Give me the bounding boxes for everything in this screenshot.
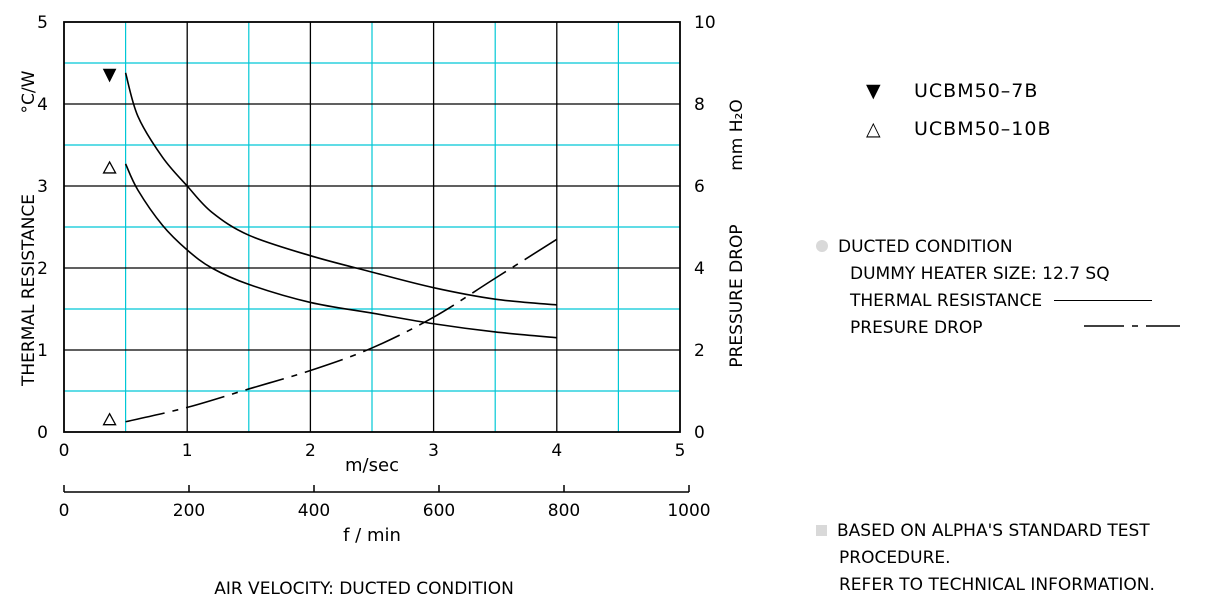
f-tick-label: 800: [548, 501, 580, 521]
x-tick-label: 1: [182, 441, 193, 461]
grid: [63, 21, 681, 433]
square-bullet-icon: [816, 525, 827, 536]
series-line-pressure-drop: [125, 238, 558, 423]
y-right-tick-label: 4: [694, 259, 705, 279]
f-tick-label: 0: [59, 501, 70, 521]
filled-triangle-down-icon: ▼: [866, 80, 881, 102]
pressure-legend-label: PRESURE DROP: [850, 318, 983, 338]
solid-line-sample: [1054, 300, 1153, 301]
footnote: BASED ON ALPHA'S STANDARD TEST PROCEDURE…: [816, 518, 1155, 599]
y-left-label: THERMAL RESISTANCE: [19, 194, 39, 387]
legend-label: UCBM50–7B: [914, 80, 1039, 102]
y-left-tick-label: 0: [37, 423, 48, 443]
series-line-ucbm50-10b: [124, 163, 557, 339]
x-axis-label-bottom: f / min: [343, 525, 401, 546]
x-axis-label-top: m/sec: [345, 455, 399, 476]
legend-item-ucbm50-10b: △ UCBM50–10B: [866, 118, 1052, 140]
open-triangle-marker: [102, 160, 117, 174]
y-left-tick-label: 2: [37, 259, 48, 279]
y-right-tick-label: 2: [694, 341, 705, 361]
f-tick-label: 400: [298, 501, 330, 521]
footnote-line-1: BASED ON ALPHA'S STANDARD TEST: [816, 518, 1155, 545]
x-tick-label: 0: [59, 441, 70, 461]
y-left-unit: °C/W: [19, 70, 39, 113]
condition-title-text: DUCTED CONDITION: [838, 237, 1013, 257]
x-tick-label: 4: [551, 441, 562, 461]
filled-triangle-down-marker: [102, 68, 117, 83]
footnote-text-1: BASED ON ALPHA'S STANDARD TEST: [837, 521, 1150, 541]
condition-pressure: PRESURE DROP: [816, 315, 1181, 342]
y-right-tick-label: 0: [694, 423, 705, 443]
open-triangle-icon: △: [866, 118, 881, 140]
series-line-ucbm50-7b: [124, 72, 557, 306]
open-triangle-marker: [102, 412, 117, 426]
f-tick-label: 200: [173, 501, 205, 521]
y-right-unit: mm H₂O: [727, 99, 747, 171]
x-tick-label: 5: [675, 441, 686, 461]
marker-layer: [102, 68, 117, 426]
y-left-tick-label: 1: [37, 341, 48, 361]
y-right-label: PRESSURE DROP: [727, 224, 747, 367]
y-left-tick-label: 5: [37, 13, 48, 33]
f-tick-label: 600: [423, 501, 455, 521]
y-right-tick-label: 10: [694, 13, 716, 33]
condition-block: DUCTED CONDITION DUMMY HEATER SIZE: 12.7…: [816, 234, 1181, 342]
x-tick-label: 3: [428, 441, 439, 461]
legend-item-ucbm50-7b: ▼ UCBM50–7B: [866, 80, 1038, 102]
y-left-tick-label: 4: [37, 95, 48, 115]
plot-frame: [63, 21, 681, 433]
footnote-line-2: PROCEDURE.: [839, 548, 951, 568]
x-axis-title: AIR VELOCITY: DUCTED CONDITION: [214, 579, 514, 596]
y-right-tick-label: 6: [694, 177, 705, 197]
footnote-line-3: REFER TO TECHNICAL INFORMATION.: [839, 575, 1155, 595]
circle-bullet-icon: [816, 240, 828, 252]
y-left-tick-label: 3: [37, 177, 48, 197]
condition-heater: DUMMY HEATER SIZE: 12.7 SQ: [850, 264, 1110, 284]
series-layer: [124, 72, 558, 423]
y-right-tick-label: 8: [694, 95, 705, 115]
thermal-legend-label: THERMAL RESISTANCE: [850, 291, 1043, 311]
condition-thermal: THERMAL RESISTANCE: [816, 288, 1181, 315]
f-tick-label: 1000: [667, 501, 710, 521]
dash-dot-line-sample: [1084, 325, 1180, 327]
legend-label: UCBM50–10B: [914, 118, 1052, 140]
x-tick-label: 2: [305, 441, 316, 461]
condition-title: DUCTED CONDITION: [816, 234, 1181, 261]
